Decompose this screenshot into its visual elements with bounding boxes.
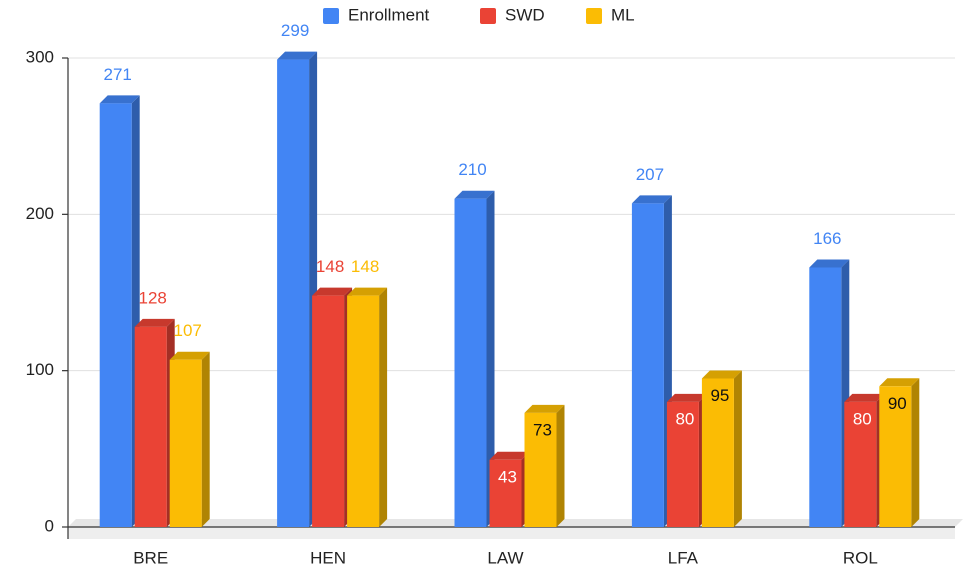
bar-side [556,404,565,527]
y-tick-label: 300 [26,47,54,66]
data-label: 128 [139,288,167,307]
data-label: 299 [281,21,309,40]
bar-top [489,451,530,460]
bar-front [844,401,877,527]
bar [169,351,210,527]
bar-top [169,351,210,360]
bar-front [99,103,132,527]
bar-front [312,295,345,527]
bar [454,190,495,527]
legend-label: SWD [505,5,545,24]
bar-top [701,370,742,379]
bar-top [879,378,920,387]
legend-label: ML [611,5,635,24]
bar-front [879,386,912,527]
legend-swatch [480,8,496,24]
data-label: 166 [813,229,841,248]
y-tick-label: 0 [45,516,54,535]
bar-front [701,378,734,527]
bar-top [277,51,318,60]
legend-swatch [323,8,339,24]
bar-front [277,59,310,528]
bar-top [454,190,495,199]
x-tick-label: LAW [487,548,523,567]
bar [809,259,850,527]
bar-front [809,267,842,527]
data-label: 271 [104,65,132,84]
x-tick-label: BRE [133,548,168,567]
bar-top [312,287,353,296]
bar-side [733,370,742,527]
legend-swatch [586,8,602,24]
y-tick-label: 200 [26,204,54,223]
bar [879,378,920,527]
bar [277,51,318,528]
data-label: 207 [636,165,664,184]
bar-top [524,404,565,413]
bar [312,287,353,527]
bar [524,404,565,527]
bar-side [911,378,920,527]
bar-top [134,318,175,327]
data-label: 73 [533,420,552,439]
bar-front [134,326,167,527]
bar-side [379,287,388,527]
x-tick-label: LFA [668,548,699,567]
data-label: 148 [351,257,379,276]
bar-top [347,287,388,296]
bar-top [844,393,885,402]
data-label: 107 [174,321,202,340]
data-label: 80 [675,409,694,428]
bar-front [489,459,522,527]
bar [489,451,530,527]
bar [701,370,742,527]
data-label: 80 [853,409,872,428]
data-label: 148 [316,257,344,276]
bar [631,195,672,527]
data-label: 90 [888,394,907,413]
bar-front [347,295,380,527]
x-tick-label: HEN [310,548,346,567]
y-tick-label: 100 [26,360,54,379]
bar-side [486,190,495,527]
bar-front [631,203,664,527]
data-label: 43 [498,467,517,486]
bar [99,95,140,527]
bar-top [99,95,140,104]
bar-front [524,412,557,527]
bar [347,287,388,527]
data-label: 210 [458,160,486,179]
x-tick-label: ROL [843,548,878,567]
bar-top [631,195,672,204]
floor-front [68,527,955,539]
bar-front [666,401,699,527]
bar [134,318,175,527]
bar-front [169,359,202,527]
legend-label: Enrollment [348,5,430,24]
bar-top [809,259,850,268]
bar-front [454,198,487,527]
bar-top [666,393,707,402]
bar-side [201,351,210,527]
data-label: 95 [710,386,729,405]
